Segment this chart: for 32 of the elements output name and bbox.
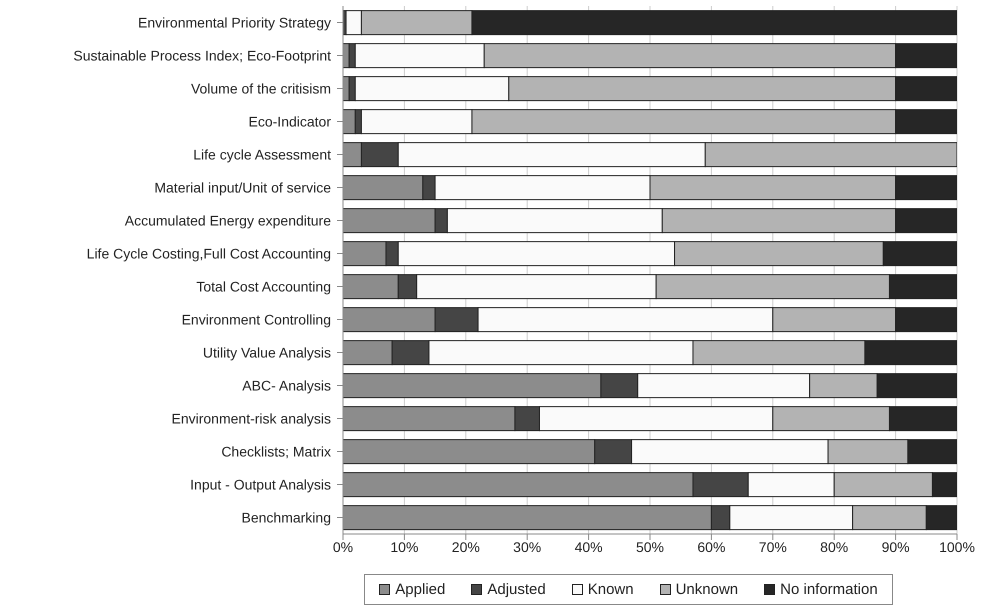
x-tick-label: 60%: [697, 538, 726, 555]
y-tick-label: Accumulated Energy expenditure: [124, 212, 332, 228]
y-tick-label: Utility Value Analysis: [202, 344, 331, 360]
x-tick-label: 20%: [452, 538, 480, 555]
x-tick-label: 10%: [390, 538, 418, 555]
y-tick-label: Environmental Priority Strategy: [138, 14, 331, 30]
y-tick-label: Benchmarking: [242, 509, 331, 526]
x-tick-label: 70%: [758, 538, 787, 555]
y-tick-label: Eco-Indicator: [248, 113, 332, 130]
x-tick-label: 50%: [636, 538, 664, 555]
legend-label: Applied: [394, 581, 446, 598]
y-tick-label: Environment-risk analysis: [172, 410, 331, 426]
x-tick-label: 90%: [882, 538, 910, 555]
y-tick-label: Checklists; Matrix: [221, 443, 331, 460]
legend-label: Known: [586, 581, 634, 598]
y-tick-label: Input - Output Analysis: [190, 476, 331, 492]
y-tick-label: Life Cycle Costing,Full Cost Accounting: [86, 245, 331, 262]
x-tick-label: 30%: [513, 538, 542, 555]
legend-label: Unknown: [674, 581, 738, 598]
legend-label: No information: [779, 581, 878, 598]
y-tick-label: Sustainable Process Index; Eco-Footprint: [73, 47, 332, 64]
y-tick-label: Environment Controlling: [182, 311, 331, 328]
legend-label: Adjusted: [486, 581, 546, 598]
y-tick-label: Material input/Unit of service: [154, 179, 332, 196]
x-tick-label: 40%: [574, 538, 603, 555]
y-tick-label: Total Cost Accounting: [196, 278, 331, 294]
y-tick-label: Volume of the critisism: [190, 80, 331, 96]
x-tick-label: 80%: [820, 538, 848, 555]
x-tick-label: 0%: [332, 538, 354, 555]
x-tick-label: 100%: [939, 538, 975, 555]
y-tick-label: Life cycle Assessment: [193, 146, 332, 162]
y-tick-label: ABC- Analysis: [242, 377, 331, 394]
